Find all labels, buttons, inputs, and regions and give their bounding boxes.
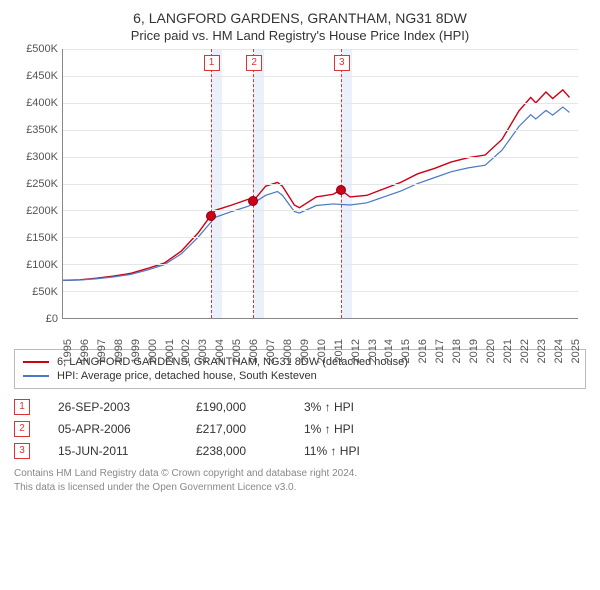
sale-price: £217,000	[196, 422, 276, 436]
x-tick: 2004	[214, 339, 226, 363]
event-marker: 1	[204, 55, 220, 71]
sale-date: 15-JUN-2011	[58, 444, 168, 458]
sale-date: 05-APR-2006	[58, 422, 168, 436]
x-tick: 2007	[265, 339, 277, 363]
x-tick: 2017	[434, 339, 446, 363]
gridline	[63, 157, 578, 158]
x-tick: 2014	[383, 339, 395, 363]
x-tick: 2023	[536, 339, 548, 363]
x-tick: 2018	[451, 339, 463, 363]
sale-delta: 11% ↑ HPI	[304, 444, 414, 458]
x-tick: 2015	[400, 339, 412, 363]
sale-row: 1 26-SEP-2003 £190,000 3% ↑ HPI	[14, 399, 586, 415]
x-tick: 1999	[130, 339, 142, 363]
x-tick: 2010	[316, 339, 328, 363]
gridline	[63, 130, 578, 131]
sale-number: 1	[14, 399, 30, 415]
series-property	[63, 90, 570, 280]
gridline	[63, 210, 578, 211]
event-rail	[211, 49, 212, 318]
x-tick: 2002	[180, 339, 192, 363]
x-tick: 1998	[113, 339, 125, 363]
gridline	[63, 237, 578, 238]
x-tick: 2009	[299, 339, 311, 363]
sale-row: 2 05-APR-2006 £217,000 1% ↑ HPI	[14, 421, 586, 437]
sale-row: 3 15-JUN-2011 £238,000 11% ↑ HPI	[14, 443, 586, 459]
gridline	[63, 76, 578, 77]
plot-area: 1 2 3	[62, 49, 578, 319]
y-axis: £0£50K£100K£150K£200K£250K£300K£350K£400…	[14, 49, 62, 319]
legend-row: HPI: Average price, detached house, Sout…	[23, 370, 577, 382]
event-marker: 2	[246, 55, 262, 71]
x-axis: 1995199619971998199920002001200220032004…	[62, 319, 578, 351]
x-tick: 2016	[417, 339, 429, 363]
y-tick: £100K	[26, 259, 58, 271]
legend-label: HPI: Average price, detached house, Sout…	[57, 370, 317, 382]
sale-dot	[248, 196, 258, 206]
sale-dot	[336, 185, 346, 195]
sale-price: £238,000	[196, 444, 276, 458]
x-tick: 1997	[96, 339, 108, 363]
gridline	[63, 291, 578, 292]
footnote-line-1: Contains HM Land Registry data © Crown c…	[14, 467, 586, 481]
x-tick: 2024	[553, 339, 565, 363]
page-title: 6, LANGFORD GARDENS, GRANTHAM, NG31 8DW	[14, 10, 586, 26]
x-tick: 2011	[333, 339, 345, 363]
x-tick: 1995	[62, 339, 74, 363]
footnote: Contains HM Land Registry data © Crown c…	[14, 467, 586, 494]
x-tick: 2013	[367, 339, 379, 363]
x-tick: 2025	[570, 339, 582, 363]
gridline	[63, 103, 578, 104]
gridline	[63, 184, 578, 185]
event-rail	[341, 49, 342, 318]
footnote-line-2: This data is licensed under the Open Gov…	[14, 481, 586, 495]
x-tick: 1996	[79, 339, 91, 363]
price-chart: £0 £50K £100K £150K £200K £250K £300K £350K £400…	[14, 49, 586, 339]
page-subtitle: Price paid vs. HM Land Registry's House …	[14, 28, 586, 43]
y-tick: £500K	[26, 43, 58, 55]
x-tick: 2008	[282, 339, 294, 363]
x-tick: 2021	[502, 339, 514, 363]
y-tick: £150K	[26, 232, 58, 244]
series-hpi	[63, 107, 570, 280]
x-tick: 2001	[164, 339, 176, 363]
x-tick: 2003	[197, 339, 209, 363]
sale-delta: 1% ↑ HPI	[304, 422, 414, 436]
sale-price: £190,000	[196, 400, 276, 414]
x-tick: 2020	[485, 339, 497, 363]
sale-number: 3	[14, 443, 30, 459]
x-tick: 2000	[147, 339, 159, 363]
y-tick: £400K	[26, 97, 58, 109]
y-tick: £350K	[26, 124, 58, 136]
sale-date: 26-SEP-2003	[58, 400, 168, 414]
gridline	[63, 264, 578, 265]
x-tick: 2006	[248, 339, 260, 363]
sales-table: 1 26-SEP-2003 £190,000 3% ↑ HPI 2 05-APR-2006…	[14, 399, 586, 459]
gridline	[63, 49, 578, 50]
event-rail	[253, 49, 254, 318]
sale-dot	[206, 211, 216, 221]
sale-number: 2	[14, 421, 30, 437]
y-tick: £450K	[26, 70, 58, 82]
legend-swatch	[23, 375, 49, 377]
x-tick: 2012	[350, 339, 362, 363]
y-tick: £0	[46, 313, 58, 325]
x-tick: 2019	[468, 339, 480, 363]
y-tick: £250K	[26, 178, 58, 190]
y-tick: £300K	[26, 151, 58, 163]
legend-swatch	[23, 361, 49, 363]
sale-delta: 3% ↑ HPI	[304, 400, 414, 414]
event-marker: 3	[334, 55, 350, 71]
x-tick: 2005	[231, 339, 243, 363]
y-tick: £200K	[26, 205, 58, 217]
y-tick: £50K	[32, 286, 58, 298]
x-tick: 2022	[519, 339, 531, 363]
